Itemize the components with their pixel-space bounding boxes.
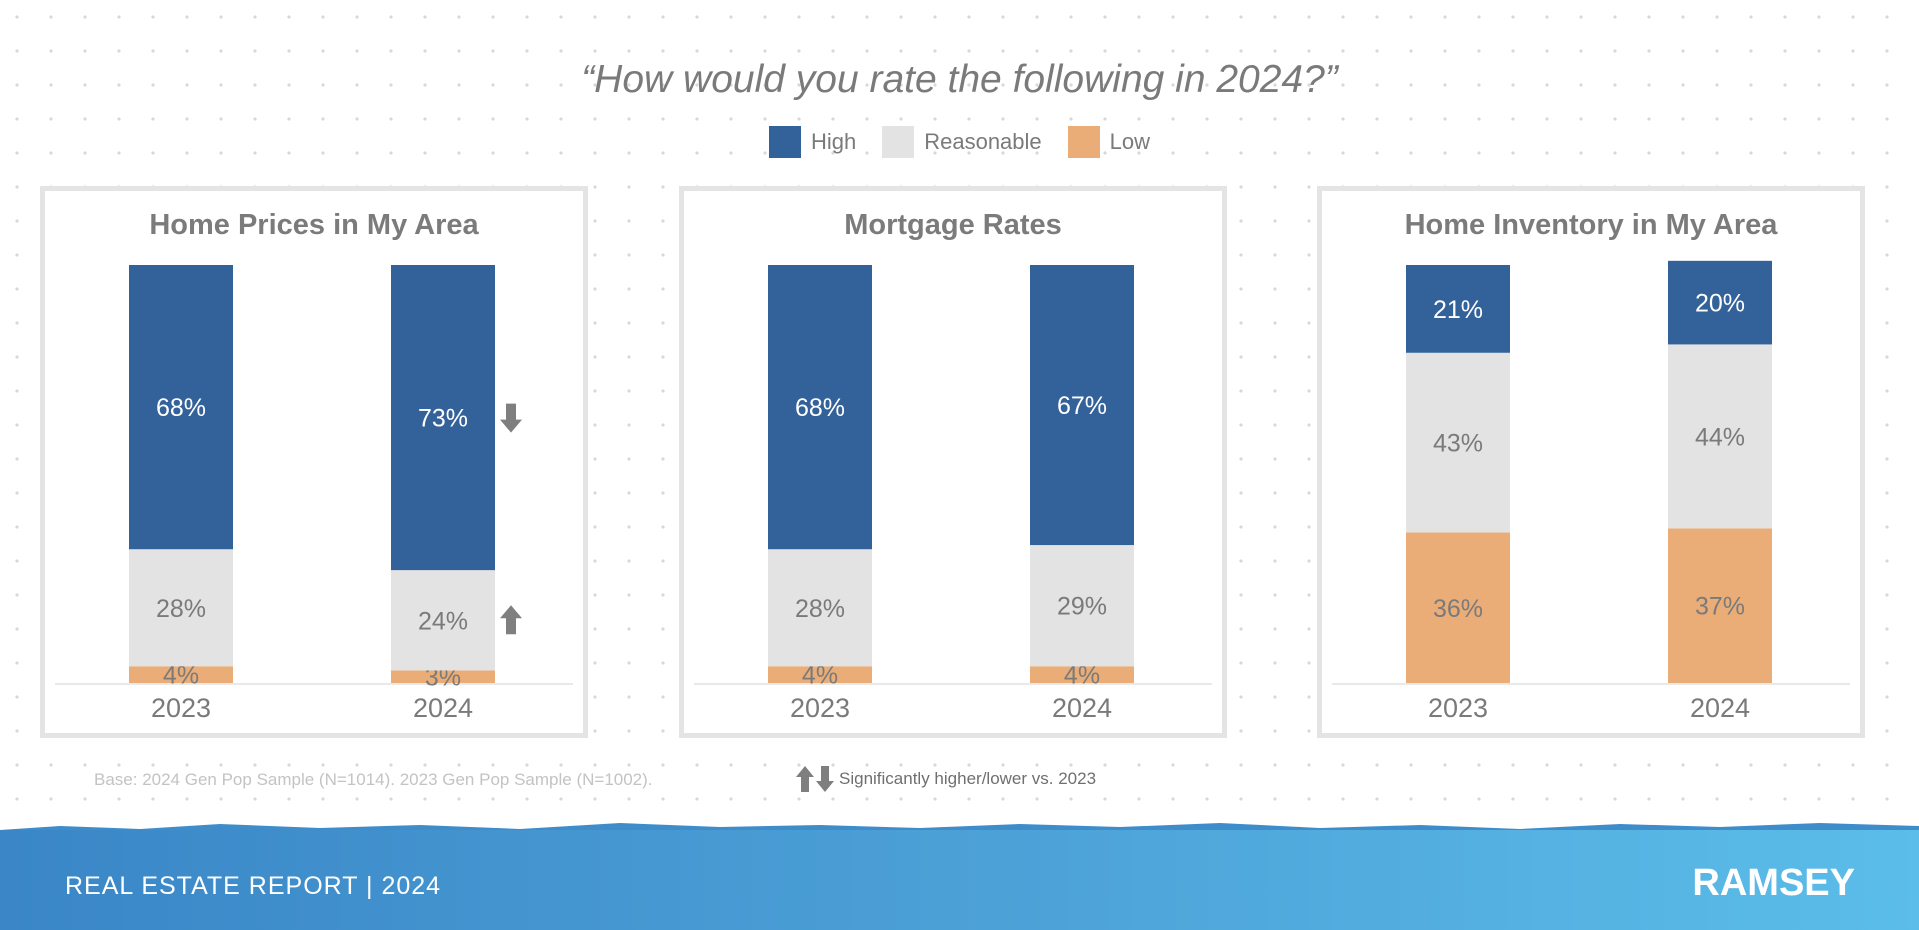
bar-high-2023 xyxy=(1406,265,1510,353)
bar-low-2023 xyxy=(129,666,233,683)
footnote-base: Base: 2024 Gen Pop Sample (N=1014). 2023… xyxy=(94,770,653,789)
x-tick-label-2023: 2023 xyxy=(151,693,211,723)
data-label-high-2023: 68% xyxy=(156,394,206,422)
x-tick-label-2023: 2023 xyxy=(790,693,850,723)
bar-high-2024 xyxy=(1030,265,1134,546)
bar-low-2023 xyxy=(768,666,872,683)
legend-label-low: Low xyxy=(1109,129,1151,154)
legend-label-high: High xyxy=(810,129,857,154)
chart-home-inventory: 36% 43% 21% 2023 37% 44% 20% 2024 xyxy=(1332,260,1850,723)
data-label-high-2023: 68% xyxy=(795,394,845,422)
data-label-low-2023: 4% xyxy=(802,662,838,690)
data-label-reasonable-2023: 28% xyxy=(156,595,206,623)
legend-item-low: Low xyxy=(1067,126,1151,158)
data-label-high-2023: 21% xyxy=(1433,296,1483,324)
data-label-reasonable-2024: 24% xyxy=(418,607,468,635)
arrow-up-icon xyxy=(500,605,522,635)
data-label-high-2024: 20% xyxy=(1695,290,1745,318)
legend: High Reasonable Low xyxy=(0,126,1919,158)
bar-reasonable-2023 xyxy=(129,549,233,667)
legend-swatch-low xyxy=(1067,126,1100,158)
x-tick-label-2024: 2024 xyxy=(1690,693,1750,723)
data-label-low-2024: 37% xyxy=(1695,593,1745,621)
x-tick-label-2024: 2024 xyxy=(1052,693,1112,723)
data-label-high-2024: 67% xyxy=(1057,392,1107,420)
bar-low-2024 xyxy=(1030,666,1134,683)
ramsey-logo: RAMSEY xyxy=(1692,862,1855,904)
panel-home-prices: Home Prices in My Area 4% 28% 68% 2023 3% 24%… xyxy=(40,186,588,738)
panel-title: Home Prices in My Area xyxy=(149,209,479,241)
bar-low-2024 xyxy=(391,670,495,683)
footer-banner xyxy=(0,830,1919,930)
data-label-low-2023: 36% xyxy=(1433,595,1483,623)
bar-reasonable-2024 xyxy=(1668,344,1772,529)
x-tick-label-2024: 2024 xyxy=(413,693,473,723)
legend-item-high: High xyxy=(768,126,857,158)
legend-swatch-high xyxy=(768,126,801,158)
data-label-low-2023: 4% xyxy=(163,662,199,690)
legend-swatch-reasonable xyxy=(882,126,915,158)
chart-title: “How would you rate the following in 202… xyxy=(581,58,1338,101)
legend-label-reasonable: Reasonable xyxy=(924,129,1042,154)
footnote-significance-text: Significantly higher/lower vs. 2023 xyxy=(839,769,1097,788)
data-label-reasonable-2023: 43% xyxy=(1433,430,1483,458)
bar-high-2023 xyxy=(768,265,872,550)
chart-mortgage-rates: 4% 28% 68% 2023 4% 29% 67% 2024 xyxy=(694,265,1212,723)
arrow-down-icon xyxy=(500,403,522,433)
data-label-reasonable-2024: 29% xyxy=(1057,593,1107,621)
bar-high-2024 xyxy=(391,265,495,571)
footnote-significance: Significantly higher/lower vs. 2023 xyxy=(795,764,1096,794)
data-label-reasonable-2024: 44% xyxy=(1695,423,1745,451)
bar-reasonable-2023 xyxy=(1406,352,1510,533)
panel-home-inventory: Home Inventory in My Area 36% 43% 21% 2023 3… xyxy=(1317,186,1865,738)
bar-reasonable-2024 xyxy=(1030,545,1134,667)
report-title: REAL ESTATE REPORT | 2024 xyxy=(65,872,442,900)
bar-reasonable-2023 xyxy=(768,549,872,667)
bar-high-2023 xyxy=(129,265,233,550)
up-down-arrows-icon xyxy=(795,764,835,794)
x-tick-label-2023: 2023 xyxy=(1428,693,1488,723)
data-label-high-2024: 73% xyxy=(418,405,468,433)
bar-high-2024 xyxy=(1668,260,1772,345)
data-label-low-2024: 4% xyxy=(1064,662,1100,690)
bar-low-2023 xyxy=(1406,532,1510,683)
panel-title: Home Inventory in My Area xyxy=(1404,209,1778,241)
data-label-reasonable-2023: 28% xyxy=(795,595,845,623)
panel-title: Mortgage Rates xyxy=(844,209,1062,241)
bar-reasonable-2024 xyxy=(391,570,495,671)
legend-item-reasonable: Reasonable xyxy=(882,126,1042,158)
panel-mortgage-rates: Mortgage Rates 4% 28% 68% 2023 4% 29% 67% 2024 xyxy=(679,186,1227,738)
bar-low-2024 xyxy=(1668,528,1772,683)
